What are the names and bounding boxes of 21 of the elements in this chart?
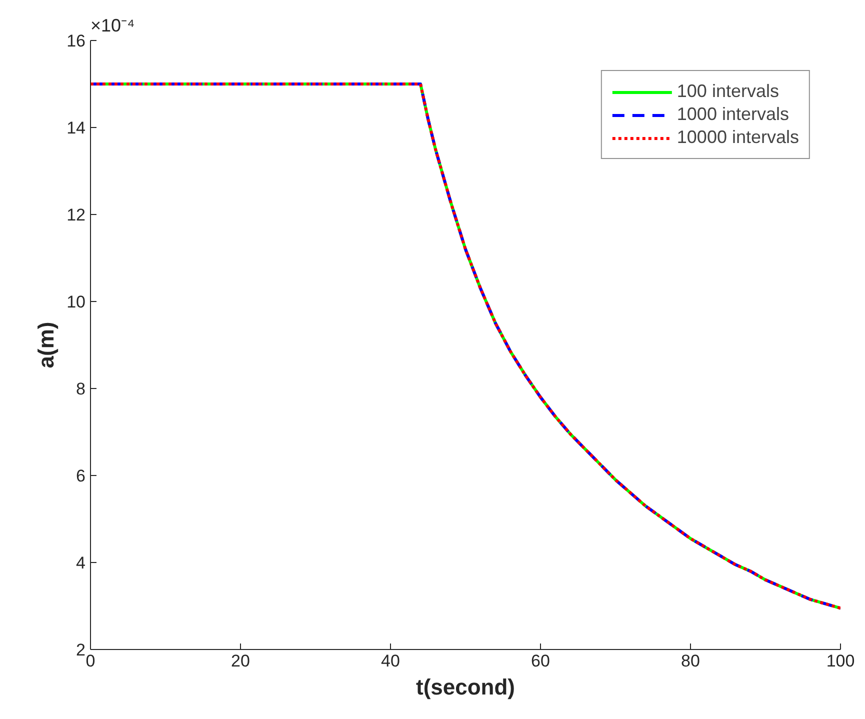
y-tick-label: 16: [66, 32, 86, 50]
y-tick-label: 6: [76, 466, 86, 486]
legend-label: 10000 intervals: [676, 127, 799, 148]
y-tick-label: 12: [66, 206, 86, 224]
y-tick-label: 8: [76, 380, 86, 398]
x-tick-label: 60: [531, 652, 550, 670]
legend-label: 100 intervals: [676, 81, 779, 102]
x-tick-label: 40: [381, 652, 400, 670]
line-series: [90, 82, 840, 610]
x-axis-title: t(second): [416, 674, 515, 700]
y-tick-label: 2: [76, 640, 86, 660]
y-axis-title: a(m): [34, 322, 59, 368]
x-tick-label: 20: [231, 652, 250, 670]
y-tick-label: 4: [76, 554, 86, 572]
x-tick-label: 80: [681, 652, 700, 670]
y-tick-label: 10: [66, 292, 86, 312]
x-tick-label: 0: [86, 652, 96, 670]
legend-label: 1000 intervals: [676, 104, 789, 125]
y-tick-label: 14: [66, 118, 86, 138]
text: ×10⁻⁴: [90, 16, 135, 36]
x-tick-label: 100: [826, 652, 855, 670]
